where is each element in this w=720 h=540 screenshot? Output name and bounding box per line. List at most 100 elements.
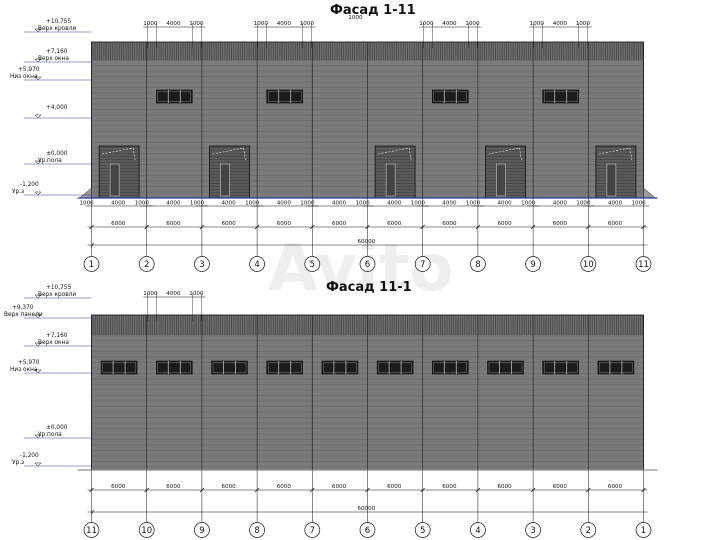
dim-tick: [144, 224, 149, 230]
level-marker: [34, 191, 42, 196]
dim-tick: [144, 487, 149, 493]
axis-label: 5: [420, 526, 425, 536]
dim-tick: [91, 509, 94, 515]
bay-dim-text: 6000: [387, 484, 402, 490]
dim-tick: [420, 224, 425, 230]
level-label: Ур.пола: [38, 432, 62, 438]
level-label: Низ окна: [10, 74, 38, 80]
window: [376, 360, 414, 375]
axis-bubble: [525, 522, 541, 538]
wicket-door: [496, 163, 506, 197]
bay-dim-text: 6000: [166, 484, 181, 490]
dim-text: 1000: [245, 201, 260, 207]
gate-opening-mark: [488, 147, 522, 161]
window: [211, 360, 248, 375]
axis-label: 10: [141, 526, 152, 536]
dim-tick: [420, 487, 425, 493]
level-marker: [34, 76, 42, 81]
dim-text: 1000: [143, 21, 158, 27]
dim-text: 4000: [498, 201, 513, 207]
level-label: Ур.пола: [38, 158, 62, 164]
wicket-door: [385, 163, 396, 197]
axis-bubble: [249, 256, 265, 272]
facade-top-title: Фасад 1-11: [330, 3, 416, 18]
level-value: -1,200: [20, 182, 39, 188]
dim-text: 1000: [356, 201, 371, 207]
axis-label: 10: [583, 260, 594, 270]
gate-opening-mark: [598, 147, 633, 161]
axis-bubble: [580, 522, 597, 538]
level-label: Ур.з: [12, 189, 24, 195]
dim-text: 1000: [190, 201, 205, 207]
dim-text: 4000: [111, 201, 126, 207]
dim-tick: [199, 224, 205, 230]
axis-label: 3: [530, 526, 535, 536]
dim-tick: [586, 224, 591, 230]
axis-label: 6: [365, 260, 370, 270]
level-value: +9,370: [12, 305, 34, 311]
dim-tick: [365, 487, 370, 493]
axis-label: 7: [310, 526, 315, 536]
bay-dim-text: 6000: [222, 221, 237, 227]
level-marker: [34, 114, 42, 119]
axis-label: 6: [365, 526, 370, 536]
bay-dim-text: 6000: [442, 221, 457, 227]
level-marker: [34, 28, 42, 33]
axis-bubble: [580, 256, 597, 272]
axis-label: 3: [199, 260, 204, 270]
window-frame: [102, 362, 136, 373]
window-frame: [488, 362, 523, 373]
axis-bubble: [194, 256, 210, 272]
dim-text: 4000: [277, 21, 292, 27]
dim-text: 4000: [442, 21, 457, 27]
bay-dim-text: 6000: [553, 221, 568, 227]
window: [321, 360, 359, 375]
level-value: +7,160: [46, 333, 68, 339]
level-value: +5,970: [18, 360, 40, 366]
dim-text: 4000: [166, 291, 181, 297]
dim-tick: [310, 224, 315, 230]
bay-dim-text: 6000: [332, 484, 347, 490]
dim-text: 1000: [411, 201, 426, 207]
dim-tick: [89, 224, 94, 230]
dim-text: 1000: [135, 201, 150, 207]
dim-text: 1000: [300, 201, 315, 207]
dim-text: 4000: [222, 201, 237, 207]
dim-tick: [530, 224, 536, 230]
axis-bubble: [304, 522, 321, 538]
axis-bubble: [194, 522, 210, 538]
dim-text: 1000: [80, 201, 95, 207]
dim-text: 1000: [189, 21, 204, 27]
gate-opening-mark: [102, 147, 136, 161]
axis-label: 8: [254, 526, 259, 536]
window-frame: [544, 91, 578, 102]
axis-label: 7: [420, 260, 425, 270]
level-marker: [34, 434, 42, 439]
level-label: Ур.з: [12, 460, 24, 466]
level-marker: [34, 314, 42, 319]
level-label: Низ окна: [10, 367, 38, 373]
axis-bubble: [138, 256, 155, 272]
dim-text: 4000: [442, 201, 457, 207]
axis-label: 2: [144, 260, 149, 270]
bay-dim-text: 6000: [277, 221, 292, 227]
dim-tick: [641, 487, 646, 493]
wicket-door: [109, 163, 120, 197]
dim-text: 4000: [553, 21, 568, 27]
dim-text: 1000: [530, 21, 545, 27]
wicket-door: [606, 163, 617, 197]
wicket-door: [220, 163, 230, 197]
dim-text: 4000: [332, 201, 347, 207]
level-marker: [34, 342, 42, 347]
total-dim-text: 60000: [358, 506, 376, 512]
axis-bubble: [304, 256, 321, 272]
dim-text: 1000: [576, 21, 591, 27]
axis-label: 5: [310, 260, 315, 270]
axis-label: 11: [638, 260, 649, 270]
dim-text: 4000: [277, 201, 292, 207]
window-frame: [544, 362, 578, 373]
bay-dim-text: 6000: [553, 484, 568, 490]
bay-dim-text: 6000: [222, 484, 237, 490]
window-frame: [433, 91, 467, 102]
